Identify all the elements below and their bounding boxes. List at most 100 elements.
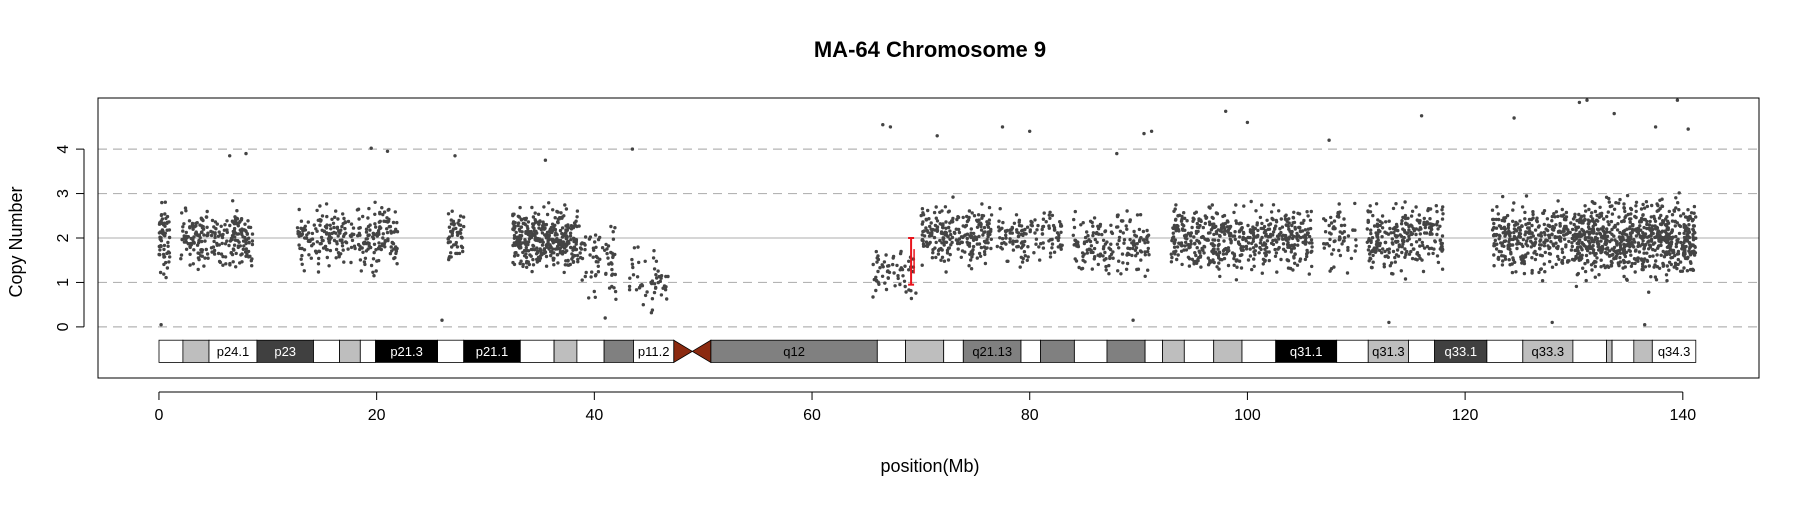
data-point — [1345, 271, 1350, 275]
data-point — [1010, 226, 1015, 230]
data-point — [1366, 248, 1371, 252]
data-point — [1602, 263, 1606, 268]
data-point — [1296, 243, 1300, 247]
data-point — [159, 213, 164, 217]
data-point — [1548, 252, 1553, 256]
data-point — [1597, 245, 1601, 249]
data-point — [1327, 244, 1332, 248]
cytoband — [1162, 339, 1185, 363]
data-point — [167, 260, 171, 264]
data-point — [552, 227, 557, 231]
data-point — [1543, 250, 1548, 255]
data-point — [1221, 222, 1225, 226]
data-point — [661, 286, 665, 290]
data-point — [540, 231, 545, 235]
data-point — [1598, 231, 1602, 235]
data-point — [1674, 234, 1678, 239]
data-point — [1207, 220, 1212, 224]
data-point — [1636, 259, 1640, 263]
data-point — [1033, 218, 1037, 222]
data-point — [462, 224, 466, 229]
data-point — [1239, 266, 1244, 270]
data-point — [1369, 257, 1373, 261]
data-point — [1576, 252, 1580, 256]
data-point — [549, 250, 554, 254]
data-point — [1091, 233, 1095, 238]
data-point — [983, 230, 987, 234]
data-point — [1677, 231, 1682, 236]
data-point — [1371, 253, 1375, 258]
data-point — [1174, 203, 1178, 207]
data-point — [387, 225, 391, 229]
data-point — [550, 222, 555, 226]
data-point — [1501, 194, 1505, 199]
data-point — [1182, 211, 1186, 215]
data-point — [165, 228, 169, 232]
data-point — [1239, 253, 1243, 257]
data-point — [1382, 262, 1386, 266]
data-point — [1147, 253, 1151, 257]
data-point — [1004, 236, 1008, 240]
data-point — [1537, 270, 1541, 275]
data-point — [338, 238, 342, 242]
data-point — [1028, 229, 1032, 234]
data-point — [348, 234, 353, 238]
data-point — [613, 252, 617, 257]
cytoband-label: q33.1 — [1445, 344, 1478, 359]
data-point — [1211, 238, 1215, 242]
data-point — [1327, 223, 1331, 228]
data-point — [1577, 212, 1581, 217]
data-point — [1597, 273, 1601, 277]
data-point — [1682, 247, 1687, 251]
data-point — [1520, 205, 1525, 209]
data-point — [1293, 261, 1297, 265]
data-point — [960, 240, 964, 245]
data-point — [574, 240, 578, 244]
data-point — [1691, 235, 1695, 239]
data-point — [1640, 262, 1645, 266]
data-point — [934, 240, 938, 245]
data-point — [1532, 243, 1536, 248]
data-point — [1682, 266, 1686, 270]
data-point — [1594, 218, 1599, 222]
data-point — [321, 238, 325, 243]
data-point — [158, 270, 163, 275]
data-point — [1188, 245, 1192, 249]
data-point — [526, 226, 530, 231]
data-point — [1618, 230, 1622, 235]
data-point — [1042, 211, 1046, 215]
cytoband — [1213, 339, 1243, 363]
data-point — [1655, 225, 1659, 229]
data-point — [1622, 206, 1626, 210]
data-point — [1124, 267, 1129, 271]
data-point — [1011, 242, 1015, 246]
data-point — [1081, 221, 1085, 225]
data-point — [1520, 261, 1524, 265]
data-point — [1583, 204, 1587, 208]
data-point — [1258, 241, 1263, 245]
data-point — [297, 207, 301, 212]
data-point — [594, 273, 598, 277]
data-point — [1530, 223, 1534, 228]
data-point — [1293, 243, 1297, 247]
data-point — [166, 244, 170, 248]
data-point — [1651, 247, 1655, 252]
data-point — [587, 296, 591, 300]
data-point — [975, 225, 980, 229]
data-point — [522, 217, 526, 221]
data-point — [886, 264, 890, 268]
data-point — [250, 242, 255, 247]
data-point — [1508, 247, 1512, 252]
data-point — [1219, 227, 1224, 231]
data-point — [948, 237, 952, 241]
data-point — [1655, 253, 1659, 257]
data-point — [1375, 224, 1380, 229]
data-point — [1134, 254, 1138, 258]
data-point — [1226, 246, 1231, 250]
data-point — [1232, 234, 1237, 238]
data-point — [1295, 263, 1300, 267]
data-point — [1554, 223, 1558, 227]
data-point — [1599, 227, 1603, 231]
data-point — [1337, 202, 1341, 206]
data-point — [514, 251, 518, 255]
